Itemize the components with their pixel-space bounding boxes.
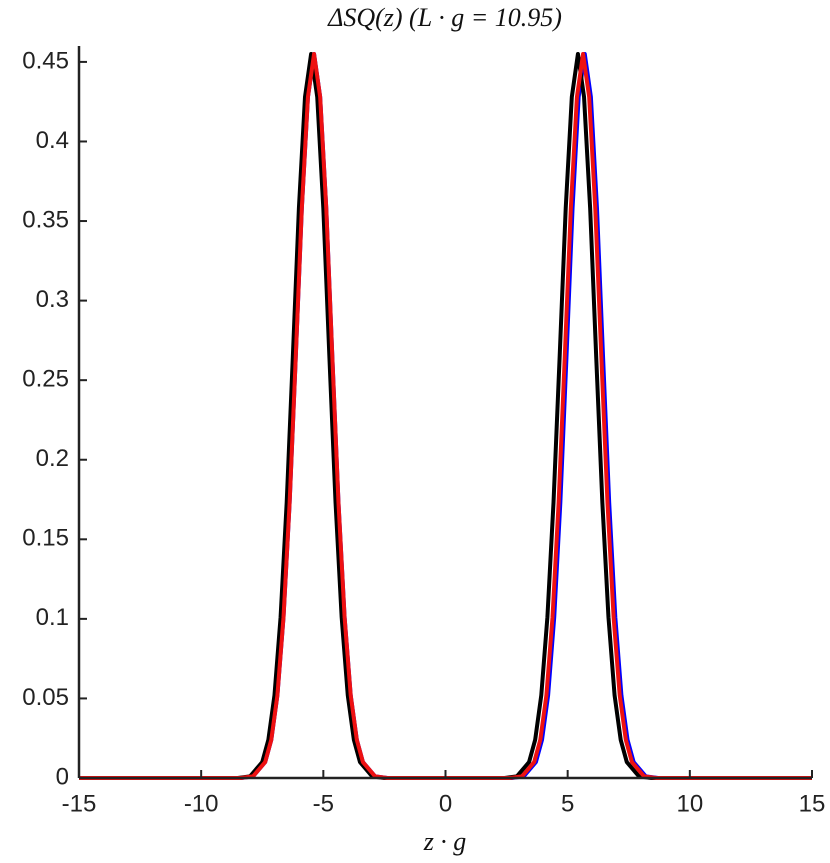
y-tick-label: 0.05 xyxy=(22,684,69,711)
y-tick-label: 0.45 xyxy=(22,47,69,74)
x-tick-label: 10 xyxy=(676,790,703,817)
plot-area: 0 0.05 0.1 0.15 0.2 0.25 0.3 0.35 0.4 0.45 -15 -10 -… xyxy=(22,46,825,817)
x-tick-label: 0 xyxy=(439,790,452,817)
data-line xyxy=(79,51,812,780)
y-tick-label: 0 xyxy=(56,763,69,790)
y-tick-label: 0.3 xyxy=(36,286,69,313)
x-axis-label: z · g xyxy=(423,827,467,856)
data-line xyxy=(79,51,812,780)
x-tick-label: -5 xyxy=(313,790,334,817)
x-tick-label: 5 xyxy=(561,790,574,817)
y-tick-label: 0.2 xyxy=(36,445,69,472)
data-line xyxy=(79,51,812,780)
chart-title: ΔSQ(z) (L · g = 10.95) xyxy=(327,3,562,32)
y-tick-label: 0.35 xyxy=(22,206,69,233)
y-tick-label: 0.15 xyxy=(22,525,69,552)
y-tick-label: 0.25 xyxy=(22,366,69,393)
x-tick-label: -15 xyxy=(62,790,97,817)
y-tick-label: 0.1 xyxy=(36,604,69,631)
x-tick-label: -10 xyxy=(184,790,219,817)
y-tick-label: 0.4 xyxy=(36,127,69,154)
x-tick-label: 15 xyxy=(799,790,826,817)
